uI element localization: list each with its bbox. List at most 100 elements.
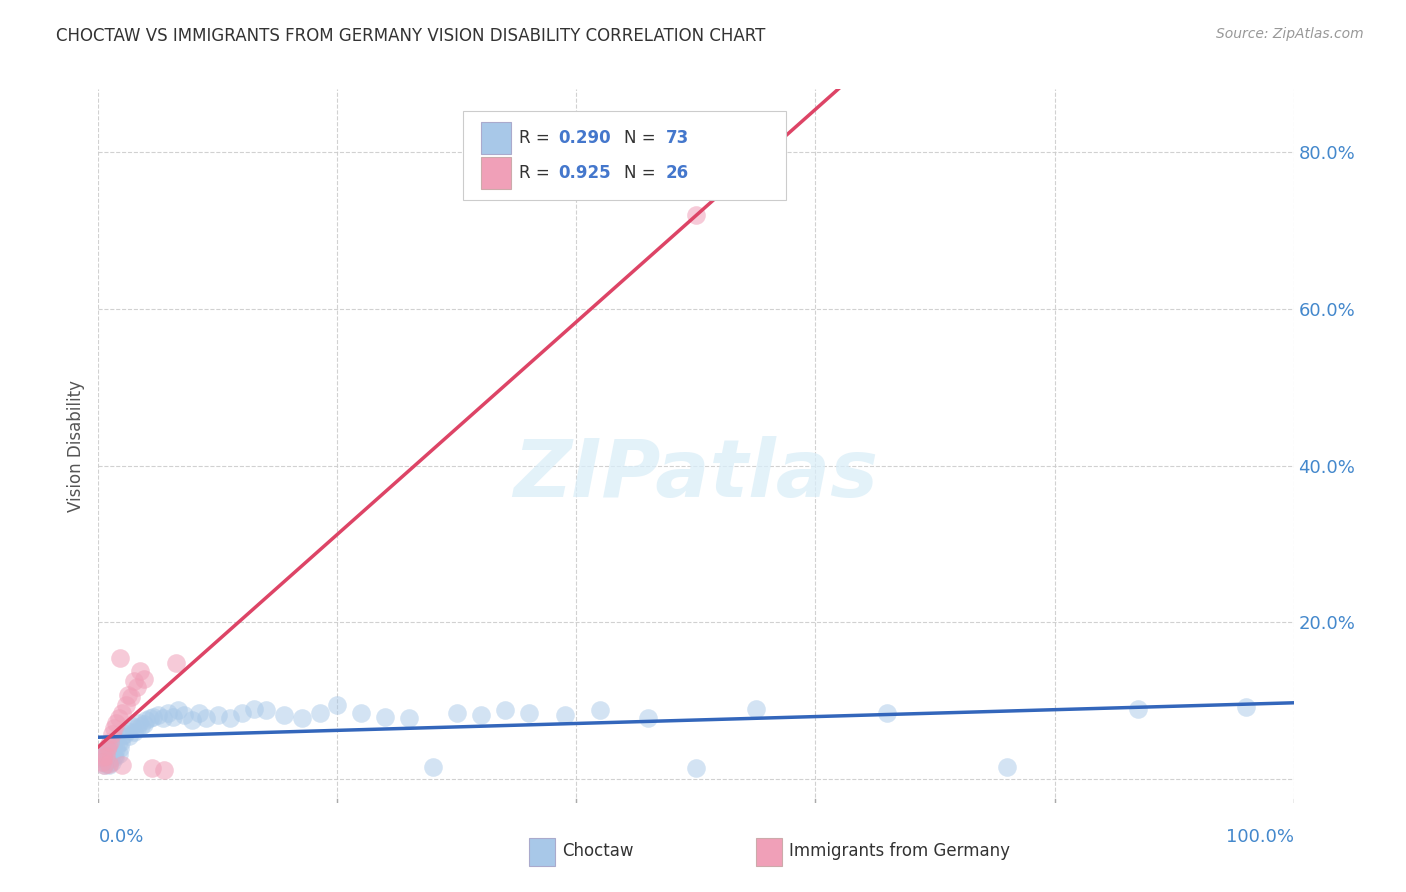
Point	[107, 747, 129, 761]
Point	[103, 748, 125, 763]
Point	[111, 706, 134, 720]
Point	[98, 756, 121, 771]
Text: 0.290: 0.290	[558, 128, 612, 146]
FancyBboxPatch shape	[481, 157, 510, 189]
FancyBboxPatch shape	[463, 111, 786, 200]
Point	[103, 721, 125, 735]
Point	[156, 706, 179, 720]
Point	[124, 674, 146, 689]
Point	[308, 706, 330, 720]
Point	[101, 739, 124, 754]
Point	[98, 740, 122, 755]
Point	[1128, 702, 1150, 716]
Point	[96, 756, 118, 771]
Point	[107, 711, 129, 725]
Point	[91, 750, 114, 764]
Point	[128, 715, 150, 730]
Point	[121, 719, 143, 733]
Point	[93, 758, 115, 772]
Point	[1234, 700, 1257, 714]
Point	[104, 750, 127, 764]
Point	[173, 708, 195, 723]
Point	[91, 750, 114, 764]
Point	[94, 748, 117, 763]
Point	[100, 755, 122, 769]
Point	[745, 702, 768, 716]
Point	[167, 703, 190, 717]
Point	[108, 740, 131, 755]
Point	[219, 711, 242, 725]
Point	[131, 719, 153, 733]
Point	[98, 750, 122, 764]
Point	[554, 708, 576, 723]
Point	[876, 706, 898, 720]
Point	[111, 758, 134, 772]
Point	[115, 723, 138, 738]
Point	[94, 754, 117, 768]
Point	[135, 714, 157, 728]
Point	[422, 760, 444, 774]
Point	[108, 650, 131, 665]
Point	[148, 708, 170, 723]
Point	[326, 698, 349, 712]
Point	[97, 742, 120, 756]
Text: 26: 26	[666, 164, 689, 182]
Point	[100, 745, 122, 759]
Point	[107, 737, 129, 751]
Point	[96, 742, 118, 756]
Point	[115, 698, 138, 712]
Point	[98, 734, 122, 748]
Text: 0.925: 0.925	[558, 164, 612, 182]
Point	[96, 744, 118, 758]
Point	[97, 753, 120, 767]
Point	[162, 709, 184, 723]
Point	[470, 708, 492, 723]
Point	[111, 729, 134, 743]
FancyBboxPatch shape	[481, 121, 510, 153]
Text: Immigrants from Germany: Immigrants from Germany	[789, 842, 1010, 860]
Point	[350, 706, 373, 720]
Point	[132, 672, 155, 686]
Y-axis label: Vision Disability: Vision Disability	[66, 380, 84, 512]
Point	[98, 758, 121, 772]
Point	[98, 747, 121, 761]
Point	[517, 706, 540, 720]
Point	[231, 706, 253, 720]
Point	[91, 747, 114, 761]
Point	[637, 711, 659, 725]
Point	[195, 711, 218, 725]
Text: R =: R =	[519, 164, 555, 182]
Point	[165, 657, 187, 671]
Point	[685, 208, 707, 222]
Point	[93, 758, 115, 772]
Point	[93, 752, 115, 766]
Text: 0.0%: 0.0%	[98, 828, 143, 846]
Point	[995, 760, 1018, 774]
Point	[91, 755, 114, 769]
Point	[91, 755, 114, 769]
Point	[685, 761, 707, 775]
Point	[117, 688, 139, 702]
Point	[141, 760, 163, 774]
Text: 73: 73	[666, 128, 689, 146]
Text: R =: R =	[519, 128, 555, 146]
Point	[129, 664, 152, 678]
Text: N =: N =	[624, 128, 661, 146]
Text: N =: N =	[624, 164, 661, 182]
FancyBboxPatch shape	[529, 838, 555, 865]
Point	[100, 727, 122, 741]
Point	[254, 703, 277, 717]
Point	[124, 725, 146, 739]
Point	[132, 717, 155, 731]
Point	[105, 742, 128, 756]
Point	[494, 703, 516, 717]
Point	[94, 748, 117, 763]
Text: ZIPatlas: ZIPatlas	[513, 435, 879, 514]
Point	[273, 708, 295, 723]
Point	[114, 727, 136, 741]
Point	[187, 706, 209, 720]
Point	[398, 711, 420, 725]
Point	[153, 763, 176, 777]
Point	[291, 711, 314, 725]
Point	[120, 690, 142, 704]
